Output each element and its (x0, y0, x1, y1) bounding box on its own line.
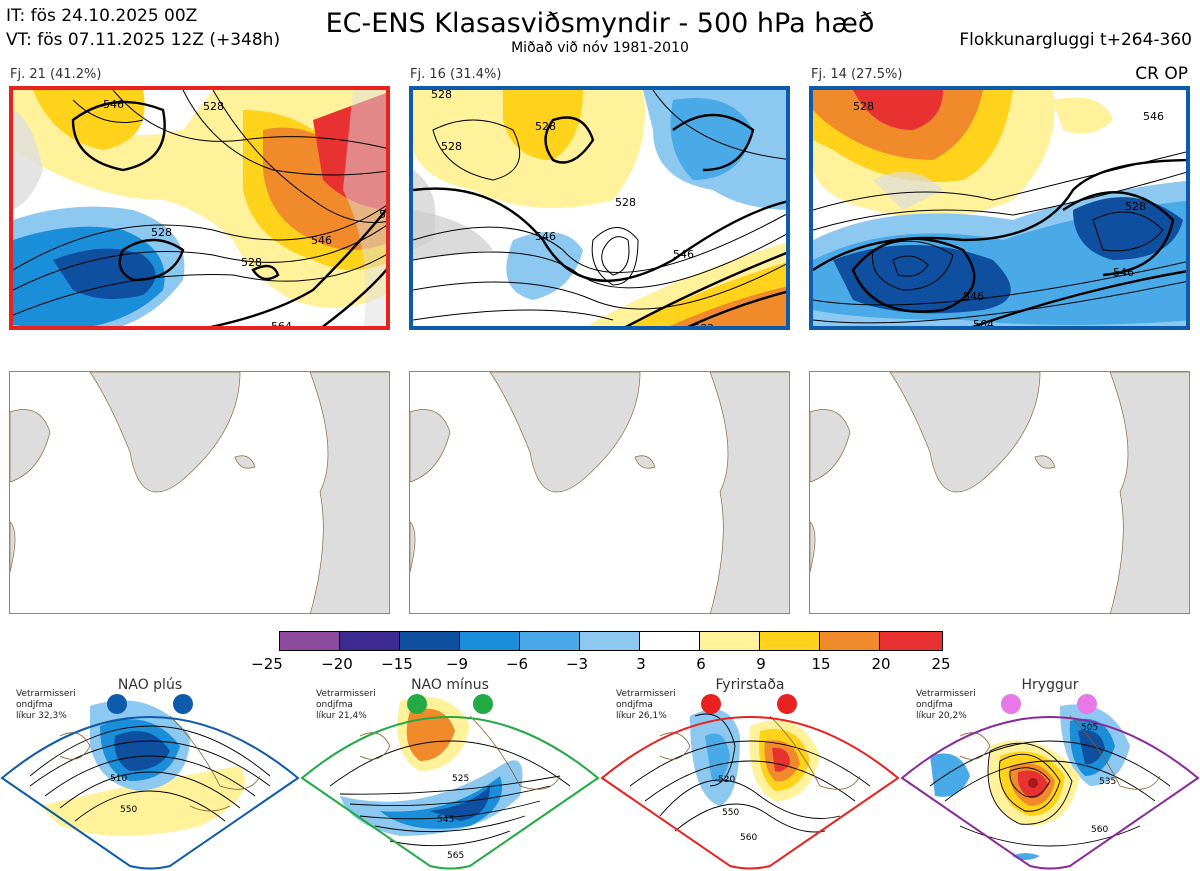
regime-title: Fyrirstaða (715, 677, 785, 693)
regime-title: Hryggur (1021, 677, 1079, 693)
colorbar-cell (519, 631, 580, 651)
empty-map-1[interactable] (9, 371, 390, 614)
cluster-1-field: 546 528 528 528 546 564 546 564 (13, 90, 390, 330)
regime-contour-label: 510 (110, 774, 127, 784)
regime-contour-label: 560 (740, 833, 757, 843)
regime-contour-label: 560 (1091, 825, 1108, 835)
cluster-1-contour-label: 546 (311, 234, 332, 247)
valid-time: VT: fös 07.11.2025 12Z (+348h) (6, 30, 281, 50)
regime-contour-label: 535 (1099, 777, 1116, 787)
colorbar-tick: −20 (321, 655, 353, 673)
colorbar-tick: 3 (636, 655, 646, 673)
colorbar-tick: −6 (505, 655, 529, 673)
regime-contour-label: 550 (722, 808, 739, 818)
empty-map-3[interactable] (809, 371, 1190, 614)
cluster-1-contour-label: 528 (203, 100, 224, 113)
colorbar-cell (699, 631, 760, 651)
cluster-3-contour-label: 564 (973, 318, 994, 330)
cluster-3-contour-label: 528 (853, 100, 874, 113)
cluster-2-contour-label: 582 (693, 322, 714, 330)
empty-map-2[interactable] (409, 371, 790, 614)
regime-note: Vetrarmisseri ondjfma líkur 26,1% (616, 689, 676, 721)
regime-note: Vetrarmisseri ondjfma líkur 32,3% (16, 689, 76, 721)
colorbar-cell (399, 631, 460, 651)
regime-ridge[interactable]: 505 535 560 Hryggur Vetrarmisseri ondjfma… (900, 676, 1200, 871)
cluster-2-contour-label: 528 (615, 196, 636, 209)
cluster-1-contour-label: 528 (241, 256, 262, 269)
colorbar-cell (819, 631, 880, 651)
regime-contour-label: 565 (447, 851, 464, 861)
cluster-1-contour-label: 564 (379, 208, 390, 221)
regime-title: NAO plús (117, 677, 183, 693)
regime-note: Vetrarmisseri ondjfma líkur 20,2% (916, 689, 976, 721)
cluster-1-contour-label: 528 (151, 226, 172, 239)
colorbar-tick: 20 (871, 655, 891, 673)
run-info: IT: fös 24.10.2025 00Z VT: fös 07.11.202… (6, 4, 280, 52)
coastline-map (410, 372, 789, 613)
colorbar-tick: −3 (565, 655, 589, 673)
regime-map: 510 550 (0, 694, 300, 870)
cluster-3-label: Fj. 14 (27.5%) (811, 67, 903, 82)
cluster-2-contour-label: 528 (431, 90, 452, 101)
colorbar-cell (339, 631, 400, 651)
cluster-3-contour-label: 546 (963, 290, 984, 303)
cluster-1-contour-label: 546 (189, 324, 210, 330)
regime-nao-plus[interactable]: 510 550 NAO plús Vetrarmisseri ondjfma lík… (0, 676, 300, 871)
regime-contour-label: 550 (120, 805, 137, 815)
anomaly-colorbar: −25 −20 −15 −9 −6 −3 3 6 9 15 20 25 (251, 631, 951, 673)
cluster-1-label: Fj. 21 (41.2%) (10, 67, 102, 82)
colorbar-tick: 6 (696, 655, 706, 673)
colorbar-cell (579, 631, 640, 651)
colorbar-tick: 9 (756, 655, 766, 673)
page-subtitle: Miðað við nóv 1981-2010 (511, 40, 689, 56)
cluster-2-field: 528 528 528 528 546 546 564 582 (413, 90, 786, 330)
colorbar-tick: 25 (931, 655, 951, 673)
colorbar-tick: −15 (381, 655, 413, 673)
cluster-3-contour-label: 546 (1143, 110, 1164, 123)
clustering-window: Flokkunargluggi t+264-360 (959, 30, 1192, 50)
colorbar-cell (279, 631, 340, 651)
cluster-2-contour-label: 546 (535, 230, 556, 243)
initial-time: IT: fös 24.10.2025 00Z (6, 6, 198, 26)
colorbar-tick: −9 (445, 655, 469, 673)
cluster-2-contour-label: 564 (641, 324, 662, 330)
cluster-3-contour-label: 528 (1125, 200, 1146, 213)
regime-contour-label: 545 (437, 815, 454, 825)
cluster-2-contour-label: 546 (673, 248, 694, 261)
coastline-map (10, 372, 389, 613)
colorbar-cell (759, 631, 820, 651)
colorbar-cell (879, 631, 943, 651)
cluster-2-contour-label: 528 (441, 140, 462, 153)
cluster-1-contour-label: 564 (271, 320, 292, 330)
colorbar-cell (639, 631, 700, 651)
regime-nao-minus[interactable]: 525 545 565 NAO mínus Vetrarmisseri ondjf… (300, 676, 600, 871)
coastline-map (810, 372, 1189, 613)
cluster-3-contour-label: 546 (1113, 266, 1134, 279)
cluster-1-contour-label: 546 (103, 98, 124, 111)
regime-map: 520 550 560 (600, 694, 900, 870)
regime-blocking[interactable]: 520 550 560 Fyrirstaða Vetrarmisseri ondj… (600, 676, 900, 871)
cluster-3-map[interactable]: 528 546 528 546 546 564 (809, 86, 1190, 330)
cluster-3-field: 528 546 528 546 546 564 (813, 90, 1186, 330)
cluster-2-contour-label: 528 (535, 120, 556, 133)
colorbar-tick: 15 (811, 655, 831, 673)
regime-map: 505 535 560 (900, 694, 1200, 870)
colorbar-tick: −25 (251, 655, 283, 673)
regime-note: Vetrarmisseri ondjfma líkur 21,4% (316, 689, 376, 721)
cluster-2-label: Fj. 16 (31.4%) (410, 67, 502, 82)
control-operational-label: CR OP (1135, 64, 1188, 84)
regime-contour-label: 520 (718, 775, 735, 785)
regime-map: 525 545 565 (300, 694, 600, 870)
cluster-1-map[interactable]: 546 528 528 528 546 564 546 564 (9, 86, 390, 330)
regime-contour-label: 525 (452, 774, 469, 784)
colorbar-cell (459, 631, 520, 651)
cluster-2-map[interactable]: 528 528 528 528 546 546 564 582 (409, 86, 790, 330)
regime-title: NAO mínus (411, 677, 489, 693)
page-title: EC-ENS Klasasviðsmyndir - 500 hPa hæð (325, 8, 875, 39)
regime-contour-label: 505 (1081, 723, 1098, 733)
